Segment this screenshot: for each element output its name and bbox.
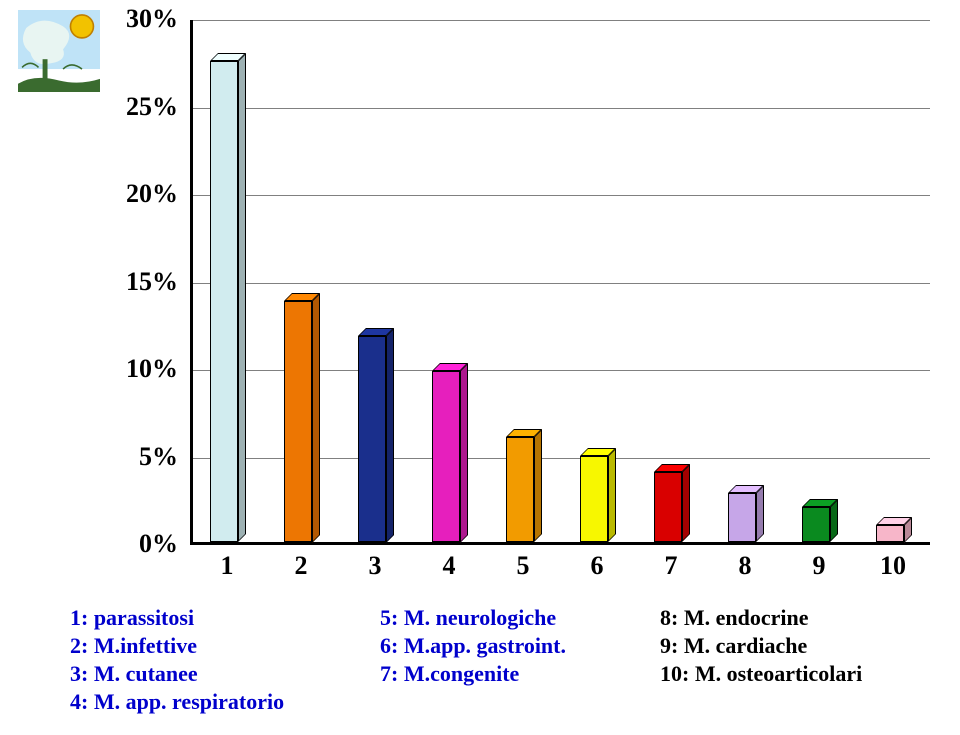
x-tick-label: 9: [782, 551, 856, 581]
legend-item: 9: M. cardiache: [660, 633, 862, 659]
x-tick-label: 10: [856, 551, 930, 581]
legend-item: 10: M. osteoarticolari: [660, 661, 862, 687]
bar: [506, 437, 534, 542]
y-tick-label: 5%: [105, 442, 178, 472]
legend-item: 4: M. app. respiratorio: [70, 689, 284, 715]
y-tick-label: 20%: [105, 179, 178, 209]
bar: [654, 472, 682, 542]
bar: [802, 507, 830, 542]
y-tick-label: 10%: [105, 354, 178, 384]
legend-item: 5: M. neurologiche: [380, 605, 566, 631]
bar: [210, 61, 238, 542]
gridline: [193, 108, 930, 109]
plot-area: [190, 20, 930, 545]
x-tick-label: 2: [264, 551, 338, 581]
y-tick-label: 15%: [105, 267, 178, 297]
y-tick-label: 25%: [105, 92, 178, 122]
bar: [876, 525, 904, 543]
gridline: [193, 195, 930, 196]
bar: [284, 301, 312, 543]
x-tick-label: 3: [338, 551, 412, 581]
legend-item: 1: parassitosi: [70, 605, 284, 631]
bar: [728, 493, 756, 542]
legend-item: 8: M. endocrine: [660, 605, 862, 631]
logo-clipart: [18, 10, 100, 92]
legend: 1: parassitosi2: M.infettive3: M. cutane…: [70, 605, 940, 725]
legend-item: 2: M.infettive: [70, 633, 284, 659]
x-tick-label: 4: [412, 551, 486, 581]
x-tick-label: 7: [634, 551, 708, 581]
legend-item: 6: M.app. gastroint.: [380, 633, 566, 659]
x-tick-label: 5: [486, 551, 560, 581]
bar: [580, 456, 608, 542]
x-tick-label: 1: [190, 551, 264, 581]
legend-item: 7: M.congenite: [380, 661, 566, 687]
bar: [358, 336, 386, 543]
bar-chart: 0%5%10%15%20%25%30% 12345678910: [105, 10, 945, 580]
legend-item: 3: M. cutanee: [70, 661, 284, 687]
gridline: [193, 20, 930, 21]
page-root: 0% 5% 10% 15% 20% 25% 30% 12345678910 1: paras…: [0, 0, 960, 735]
y-tick-label: 30%: [105, 4, 178, 34]
y-tick-label: 0%: [105, 529, 178, 559]
gridline: [193, 283, 930, 284]
bar: [432, 371, 460, 543]
tree-sun-icon: [18, 10, 100, 92]
x-tick-label: 6: [560, 551, 634, 581]
x-tick-label: 8: [708, 551, 782, 581]
